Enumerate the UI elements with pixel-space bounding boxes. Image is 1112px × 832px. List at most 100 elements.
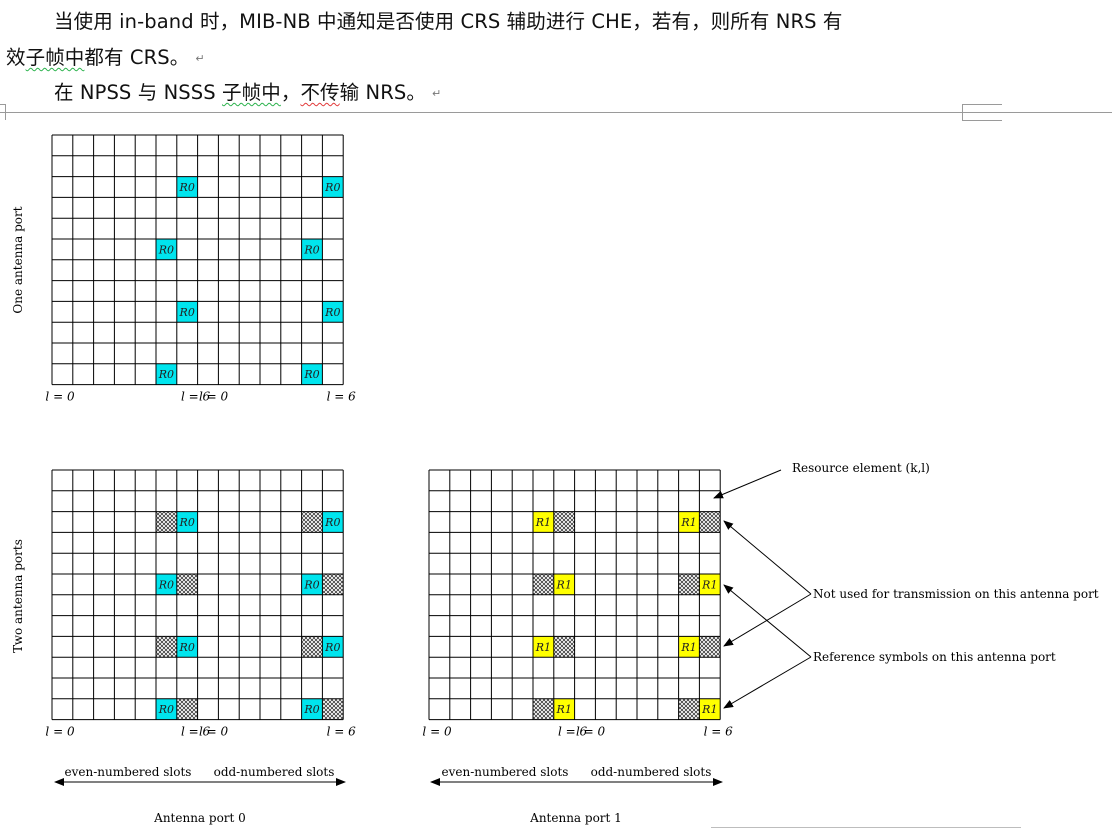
reference-symbol-cell <box>301 363 323 385</box>
reference-symbol-label: R0 <box>158 703 174 716</box>
paragraph-line-3: 在 NPSS 与 NSSS 子帧中，不传输 NRS。 ↵ <box>54 76 441 105</box>
callout-arrow-reference <box>723 656 812 709</box>
grammar-flag[interactable]: 子帧中 <box>222 81 281 104</box>
paragraph-mark: ↵ <box>195 52 205 65</box>
unused-resource-element <box>699 636 721 658</box>
unused-resource-element <box>553 511 575 533</box>
reference-symbol-label: R0 <box>179 641 195 654</box>
reference-symbol-cell <box>553 574 575 595</box>
unused-resource-element <box>533 698 554 720</box>
margin-marker-right <box>962 104 1002 105</box>
reference-symbol-cell <box>699 698 721 720</box>
reference-symbol-cell <box>678 636 700 658</box>
reference-symbol-label: R1 <box>701 578 717 591</box>
reference-symbol-cell <box>301 574 323 595</box>
spelling-flag[interactable]: 不传 <box>300 81 340 104</box>
paragraph-line-2-start: 效 <box>6 46 26 69</box>
paragraph-line-1-text: 当使用 in-band 时，MIB-NB 中通知是否使用 CRS 辅助进行 CH… <box>54 10 843 33</box>
text-box-edge <box>711 827 1021 828</box>
unused-resource-element <box>322 698 344 720</box>
row-label-two-ports: Two antenna ports <box>11 539 25 653</box>
unused-resource-element <box>176 698 198 720</box>
slot-indicator-port1: even-numbered slots odd-numbered slots A… <box>430 765 723 825</box>
unused-resource-element <box>301 636 323 658</box>
symbol-index-label: l = 0 <box>45 725 75 739</box>
reference-symbol-cell <box>176 301 198 323</box>
row-label-one-port: One antenna port <box>11 206 25 313</box>
reference-symbol-label: R1 <box>556 703 572 716</box>
paragraph-mark: ↵ <box>431 87 442 100</box>
odd-slots-label: odd-numbered slots <box>591 765 712 779</box>
caption-antenna-port-0: Antenna port 0 <box>153 811 246 825</box>
unused-resource-element <box>699 511 721 533</box>
unused-resource-element <box>176 574 198 595</box>
reference-symbol-cell <box>176 176 198 198</box>
callout-arrow-reference <box>723 584 812 658</box>
reference-symbol-cell <box>322 636 344 658</box>
symbol-index-label: l = 0 <box>199 725 229 739</box>
paragraph-line-3-c: 输 NRS。 <box>339 81 426 104</box>
reference-symbol-label: R0 <box>158 368 174 381</box>
unused-resource-element <box>533 574 554 595</box>
reference-symbol-cell <box>156 698 177 720</box>
reference-symbol-label: R0 <box>324 306 340 319</box>
reference-symbol-label: R0 <box>158 578 174 591</box>
reference-symbol-label: R0 <box>324 181 340 194</box>
reference-symbol-cell <box>322 511 344 533</box>
symbol-index-label: l = 0 <box>199 390 229 404</box>
paragraph-line-2-rest: 都有 CRS。 <box>84 46 190 69</box>
reference-symbol-label: R0 <box>179 181 195 194</box>
reference-symbol-label: R0 <box>158 243 174 256</box>
callout-resource-element: Resource element (k,l) <box>792 461 930 475</box>
reference-symbol-cell <box>699 574 721 595</box>
margin-marker-left <box>0 104 6 105</box>
reference-symbol-cell <box>301 239 323 260</box>
symbol-index-label: l = 6 <box>558 725 588 739</box>
callout-arrow-not-used <box>723 593 812 647</box>
reference-symbol-cell <box>322 301 344 323</box>
grammar-flag[interactable]: 子帧中 <box>25 46 85 69</box>
reference-symbol-cell <box>156 574 177 595</box>
reference-symbol-label: R0 <box>303 703 319 716</box>
unused-resource-element <box>156 636 177 658</box>
reference-symbol-label: R1 <box>701 703 717 716</box>
reference-symbol-label: R1 <box>535 516 551 529</box>
symbol-index-label: l = 0 <box>422 725 452 739</box>
paragraph-line-3-b: ， <box>280 81 301 104</box>
callout-reference-symbols: Reference symbols on this antenna port <box>813 650 1056 664</box>
reference-symbol-label: R1 <box>535 641 551 654</box>
margin-marker-right <box>962 120 1002 121</box>
margin-marker-left <box>5 104 6 120</box>
reference-symbol-label: R0 <box>303 578 319 591</box>
symbol-index-label: l = 6 <box>704 725 734 739</box>
reference-symbol-label: R0 <box>303 243 319 256</box>
unused-resource-element <box>553 636 575 658</box>
reference-symbol-cell <box>176 636 198 658</box>
reference-symbol-cell <box>176 511 198 533</box>
reference-symbol-cell <box>553 698 575 720</box>
reference-symbol-label: R0 <box>179 306 195 319</box>
reference-symbol-label: R0 <box>179 516 195 529</box>
reference-symbol-cell <box>533 511 554 533</box>
reference-symbol-label: R1 <box>680 516 696 529</box>
even-slots-label: even-numbered slots <box>442 765 569 779</box>
slot-indicator-port0: even-numbered slots odd-numbered slots A… <box>54 765 346 825</box>
reference-symbol-label: R1 <box>556 578 572 591</box>
paragraph-line-2: 效子帧中都有 CRS。 ↵ <box>6 41 205 70</box>
reference-symbol-cell <box>156 363 177 385</box>
even-slots-label: even-numbered slots <box>65 765 192 779</box>
symbol-index-label: l = 6 <box>327 390 357 404</box>
caption-antenna-port-1: Antenna port 1 <box>529 811 622 825</box>
unused-resource-element <box>301 511 323 533</box>
unused-resource-element <box>322 574 344 595</box>
section-divider <box>0 112 1112 113</box>
callout-arrow-resource-element <box>713 469 782 499</box>
reference-symbol-label: R0 <box>324 516 340 529</box>
unused-resource-element <box>678 574 700 595</box>
reference-symbol-cell <box>322 176 344 198</box>
symbol-index-label: l = 6 <box>181 725 211 739</box>
